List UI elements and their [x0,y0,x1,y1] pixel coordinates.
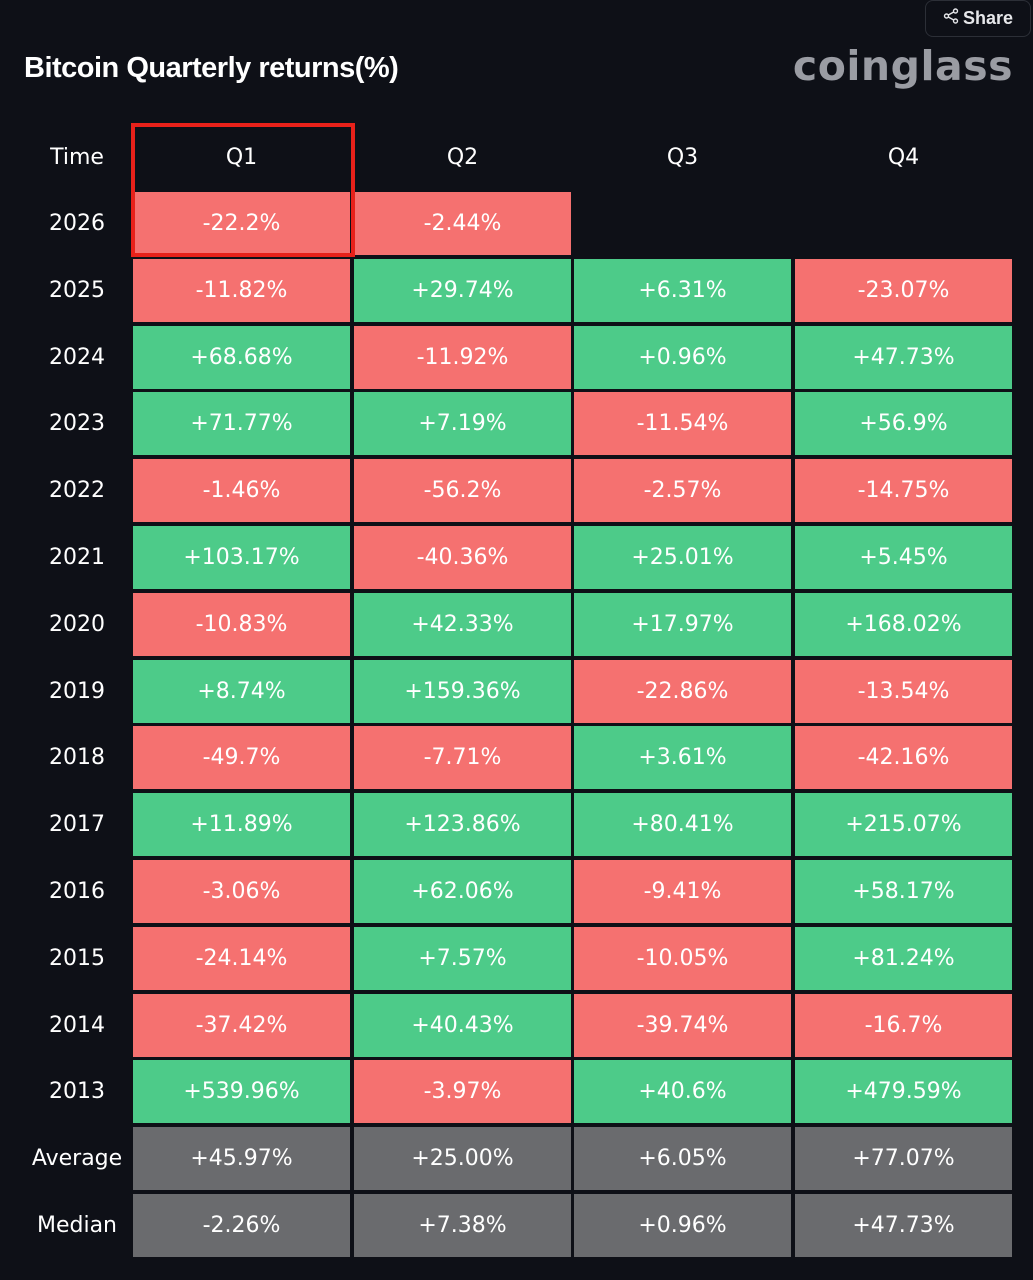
return-cell-2014-q3[interactable]: -39.74% [574,994,791,1057]
row-label-2019: 2019 [49,679,105,704]
return-cell-2025-q2[interactable]: +29.74% [354,259,571,322]
return-cell-2020-q1[interactable]: -10.83% [133,593,350,656]
share-icon [943,8,959,29]
return-cell-2019-q1[interactable]: +8.74% [133,660,350,723]
return-cell-2022-q1[interactable]: -1.46% [133,459,350,522]
return-cell-2018-q1[interactable]: -49.7% [133,726,350,789]
return-cell-2020-q3[interactable]: +17.97% [574,593,791,656]
return-cell-average-q2[interactable]: +25.00% [354,1127,571,1190]
return-cell-median-q3[interactable]: +0.96% [574,1194,791,1257]
return-cell-2018-q3[interactable]: +3.61% [574,726,791,789]
return-cell-2014-q4[interactable]: -16.7% [795,994,1012,1057]
return-cell-median-q1[interactable]: -2.26% [133,1194,350,1257]
return-cell-2013-q4[interactable]: +479.59% [795,1060,1012,1123]
return-cell-2018-q2[interactable]: -7.71% [354,726,571,789]
column-header-q1[interactable]: Q1 [225,144,258,170]
return-cell-2013-q3[interactable]: +40.6% [574,1060,791,1123]
row-label-2021: 2021 [49,545,105,570]
return-cell-2016-q4[interactable]: +58.17% [795,860,1012,923]
return-cell-2017-q4[interactable]: +215.07% [795,793,1012,856]
row-label-2020: 2020 [49,612,105,637]
return-cell-2025-q1[interactable]: -11.82% [133,259,350,322]
return-cell-2022-q2[interactable]: -56.2% [354,459,571,522]
return-cell-2018-q4[interactable]: -42.16% [795,726,1012,789]
return-cell-2019-q3[interactable]: -22.86% [574,660,791,723]
return-cell-2021-q2[interactable]: -40.36% [354,526,571,589]
row-label-median: Median [36,1213,118,1238]
row-label-2017: 2017 [49,812,105,837]
column-header-q3[interactable]: Q3 [666,144,699,170]
return-cell-2019-q2[interactable]: +159.36% [354,660,571,723]
row-label-2018: 2018 [49,745,105,770]
return-cell-2015-q3[interactable]: -10.05% [574,927,791,990]
share-button[interactable]: Share [925,0,1031,37]
column-header-q2[interactable]: Q2 [446,144,479,170]
return-cell-2017-q1[interactable]: +11.89% [133,793,350,856]
return-cell-2024-q4[interactable]: +47.73% [795,326,1012,389]
return-cell-2016-q1[interactable]: -3.06% [133,860,350,923]
share-label: Share [962,8,1014,28]
return-cell-2023-q2[interactable]: +7.19% [354,392,571,455]
return-cell-2016-q2[interactable]: +62.06% [354,860,571,923]
return-cell-2020-q2[interactable]: +42.33% [354,593,571,656]
return-cell-average-q3[interactable]: +6.05% [574,1127,791,1190]
row-label-2026: 2026 [49,211,105,236]
return-cell-2021-q1[interactable]: +103.17% [133,526,350,589]
return-cell-average-q4[interactable]: +77.07% [795,1127,1012,1190]
return-cell-2017-q2[interactable]: +123.86% [354,793,571,856]
return-cell-median-q4[interactable]: +47.73% [795,1194,1012,1257]
return-cell-2019-q4[interactable]: -13.54% [795,660,1012,723]
return-cell-2014-q1[interactable]: -37.42% [133,994,350,1057]
row-label-2015: 2015 [49,946,105,971]
return-cell-2014-q2[interactable]: +40.43% [354,994,571,1057]
return-cell-2020-q4[interactable]: +168.02% [795,593,1012,656]
row-label-2013: 2013 [49,1079,105,1104]
column-header-q4[interactable]: Q4 [887,144,920,170]
return-cell-average-q1[interactable]: +45.97% [133,1127,350,1190]
column-header-time: Time [50,144,104,170]
return-cell-2021-q3[interactable]: +25.01% [574,526,791,589]
return-cell-2025-q4[interactable]: -23.07% [795,259,1012,322]
row-label-2014: 2014 [49,1013,105,1038]
return-cell-2026-q2[interactable]: -2.44% [354,192,571,255]
chart-title: Bitcoin Quarterly returns(%) [24,52,399,84]
return-cell-2015-q2[interactable]: +7.57% [354,927,571,990]
return-cell-2024-q2[interactable]: -11.92% [354,326,571,389]
return-cell-2022-q4[interactable]: -14.75% [795,459,1012,522]
coinglass-logo: coinglass [792,42,1013,90]
return-cell-2013-q2[interactable]: -3.97% [354,1060,571,1123]
row-label-average: Average [31,1146,123,1171]
return-cell-2024-q3[interactable]: +0.96% [574,326,791,389]
row-label-2024: 2024 [49,345,105,370]
row-label-2023: 2023 [49,411,105,436]
row-label-2016: 2016 [49,879,105,904]
return-cell-2023-q4[interactable]: +56.9% [795,392,1012,455]
row-label-2022: 2022 [49,478,105,503]
return-cell-2024-q1[interactable]: +68.68% [133,326,350,389]
row-label-2025: 2025 [49,278,105,303]
return-cell-2023-q3[interactable]: -11.54% [574,392,791,455]
return-cell-2025-q3[interactable]: +6.31% [574,259,791,322]
return-cell-2023-q1[interactable]: +71.77% [133,392,350,455]
return-cell-2015-q4[interactable]: +81.24% [795,927,1012,990]
return-cell-2017-q3[interactable]: +80.41% [574,793,791,856]
return-cell-median-q2[interactable]: +7.38% [354,1194,571,1257]
return-cell-2021-q4[interactable]: +5.45% [795,526,1012,589]
return-cell-2026-q1[interactable]: -22.2% [133,192,350,255]
return-cell-2016-q3[interactable]: -9.41% [574,860,791,923]
return-cell-2013-q1[interactable]: +539.96% [133,1060,350,1123]
return-cell-2015-q1[interactable]: -24.14% [133,927,350,990]
return-cell-2022-q3[interactable]: -2.57% [574,459,791,522]
